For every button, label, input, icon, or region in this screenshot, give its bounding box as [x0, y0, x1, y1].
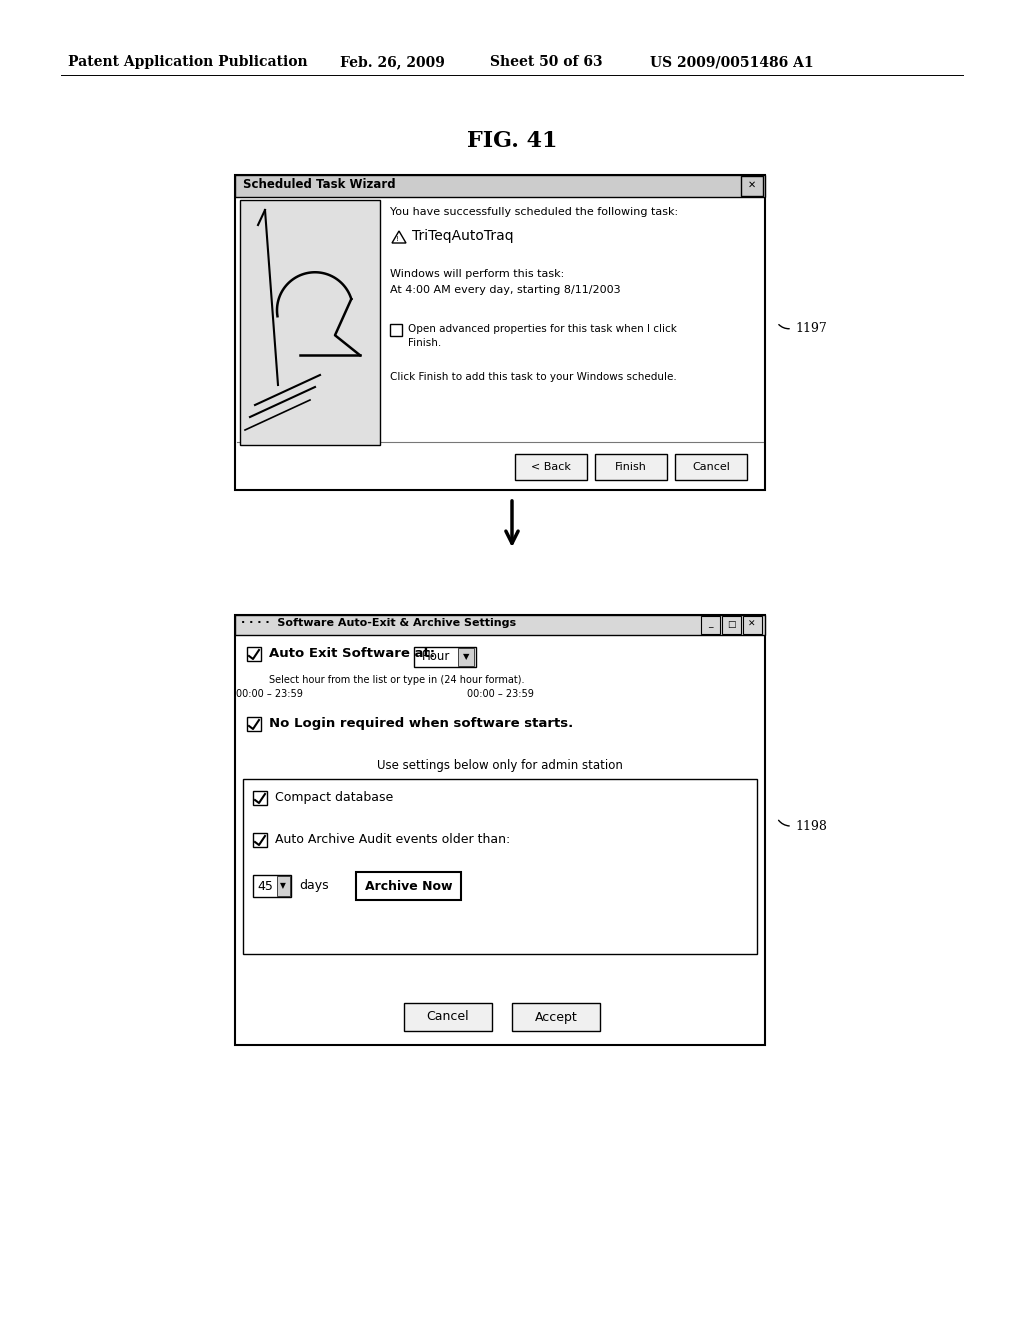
Text: ✕: ✕ — [748, 180, 756, 190]
Bar — [356, 873, 461, 900]
Bar — [278, 876, 290, 896]
Text: 1198: 1198 — [795, 820, 826, 833]
Text: 00:00 – 23:59: 00:00 – 23:59 — [467, 689, 534, 700]
Bar — [234, 615, 765, 635]
Text: 1197: 1197 — [795, 322, 826, 335]
Bar — [458, 648, 474, 667]
Text: ▼: ▼ — [463, 652, 469, 661]
Bar — [234, 176, 765, 197]
Text: Sheet 50 of 63: Sheet 50 of 63 — [490, 55, 603, 69]
Text: Cancel: Cancel — [427, 1011, 469, 1023]
Text: TriTeqAutoTraq: TriTeqAutoTraq — [412, 228, 514, 243]
Text: Patent Application Publication: Patent Application Publication — [68, 55, 307, 69]
Text: ▼: ▼ — [280, 882, 286, 891]
Bar — [414, 647, 476, 667]
Bar — [743, 616, 762, 634]
Text: Feb. 26, 2009: Feb. 26, 2009 — [340, 55, 444, 69]
Text: Windows will perform this task:: Windows will perform this task: — [390, 269, 564, 279]
Text: No Login required when software starts.: No Login required when software starts. — [269, 717, 573, 730]
Text: Scheduled Task Wizard: Scheduled Task Wizard — [243, 178, 395, 191]
Text: Select hour from the list or type in (24 hour format).: Select hour from the list or type in (24… — [269, 675, 524, 685]
Bar — [253, 791, 267, 805]
Bar — [247, 717, 261, 731]
Bar — [253, 833, 267, 847]
Text: days: days — [299, 879, 329, 892]
Text: _: _ — [708, 619, 713, 628]
Bar — [515, 454, 587, 480]
Text: 00:00 – 23:59: 00:00 – 23:59 — [236, 689, 302, 700]
Bar — [234, 615, 765, 1045]
Text: Finish.: Finish. — [408, 338, 441, 348]
Text: · · · ·  Software Auto-Exit & Archive Settings: · · · · Software Auto-Exit & Archive Set… — [241, 618, 516, 628]
Text: 45: 45 — [257, 879, 272, 892]
Text: US 2009/0051486 A1: US 2009/0051486 A1 — [650, 55, 814, 69]
Bar — [512, 1003, 600, 1031]
Text: □: □ — [727, 619, 735, 628]
Bar — [247, 647, 261, 661]
Text: ✕: ✕ — [749, 619, 756, 628]
Bar — [701, 616, 720, 634]
Bar — [390, 323, 402, 337]
Text: < Back: < Back — [531, 462, 571, 473]
Text: Archive Now: Archive Now — [365, 879, 453, 892]
Text: Hour: Hour — [422, 651, 451, 664]
Text: You have successfully scheduled the following task:: You have successfully scheduled the foll… — [390, 207, 678, 216]
Bar — [595, 454, 667, 480]
Text: Auto Archive Audit events older than:: Auto Archive Audit events older than: — [275, 833, 510, 846]
Text: Cancel: Cancel — [692, 462, 730, 473]
Text: Accept: Accept — [535, 1011, 578, 1023]
Bar — [243, 779, 757, 954]
Text: At 4:00 AM every day, starting 8/11/2003: At 4:00 AM every day, starting 8/11/2003 — [390, 285, 621, 294]
Text: !: ! — [395, 236, 398, 242]
Bar — [722, 616, 741, 634]
Text: Click Finish to add this task to your Windows schedule.: Click Finish to add this task to your Wi… — [390, 372, 677, 381]
Bar — [675, 454, 746, 480]
Bar — [404, 1003, 492, 1031]
Text: Compact database: Compact database — [275, 791, 393, 804]
Bar — [234, 176, 765, 490]
Bar — [253, 875, 291, 898]
Text: Use settings below only for admin station: Use settings below only for admin statio… — [377, 759, 623, 772]
Text: FIG. 41: FIG. 41 — [467, 129, 557, 152]
Text: Open advanced properties for this task when I click: Open advanced properties for this task w… — [408, 323, 677, 334]
Bar — [240, 201, 380, 445]
Text: Finish: Finish — [615, 462, 647, 473]
Bar — [741, 176, 763, 195]
Text: Auto Exit Software at:: Auto Exit Software at: — [269, 647, 435, 660]
